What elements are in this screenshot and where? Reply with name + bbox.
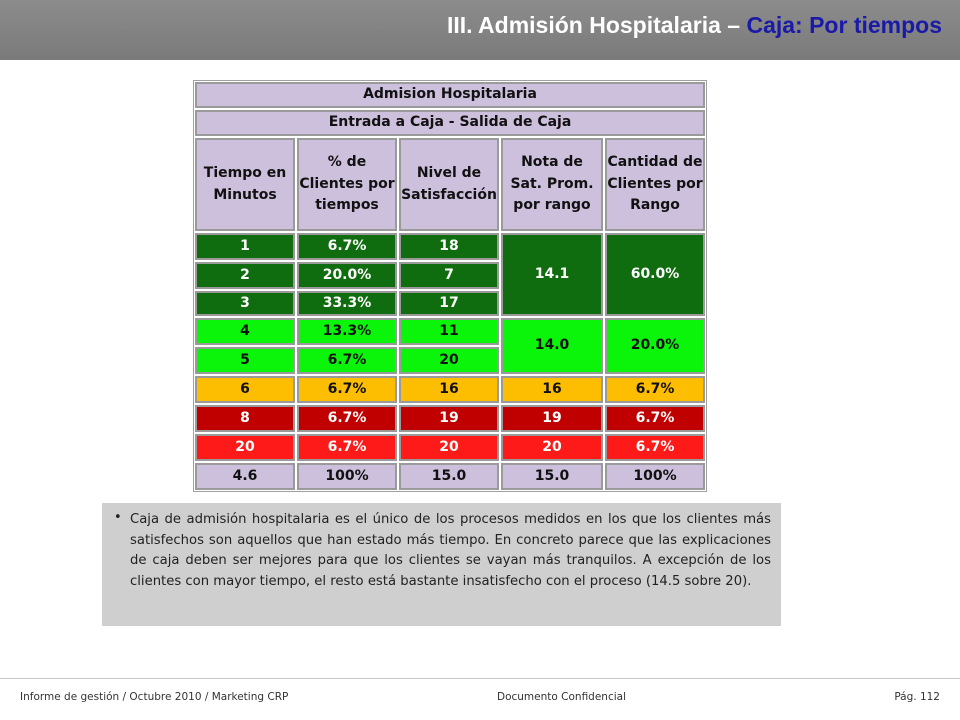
cell-nivel: 17 bbox=[399, 291, 499, 316]
cell-porcentaje: 20.0% bbox=[297, 262, 397, 289]
cell-nivel: 20 bbox=[399, 434, 499, 461]
cell-tiempo: 5 bbox=[195, 347, 295, 374]
column-header-cantidad: Cantidad de Clientes por Rango bbox=[605, 138, 705, 231]
cell-porcentaje: 6.7% bbox=[297, 347, 397, 374]
cell-porcentaje: 13.3% bbox=[297, 318, 397, 345]
cell-cantidad-grupo: 6.7% bbox=[605, 434, 705, 461]
cell-cantidad-grupo: 6.7% bbox=[605, 376, 705, 403]
commentary-text: Caja de admisión hospitalaria es el únic… bbox=[130, 512, 771, 589]
bullet-marker: • bbox=[114, 510, 122, 525]
footer-divider bbox=[0, 678, 960, 679]
total-tiempo: 4.6 bbox=[195, 463, 295, 490]
column-header-porcentaje: % de Clientes por tiempos bbox=[297, 138, 397, 231]
cell-porcentaje: 6.7% bbox=[297, 233, 397, 260]
cell-cantidad-grupo: 6.7% bbox=[605, 405, 705, 432]
page-title-accent: Caja: Por tiempos bbox=[746, 12, 942, 38]
cell-nivel: 16 bbox=[399, 376, 499, 403]
page-title-main: III. Admisión Hospitalaria – bbox=[446, 12, 747, 38]
cell-nivel: 18 bbox=[399, 233, 499, 260]
total-cantidad: 100% bbox=[605, 463, 705, 490]
cell-porcentaje: 33.3% bbox=[297, 291, 397, 316]
cell-nivel: 20 bbox=[399, 347, 499, 374]
cell-tiempo: 6 bbox=[195, 376, 295, 403]
column-header-nota: Nota de Sat. Prom. por rango bbox=[501, 138, 603, 231]
cell-tiempo: 20 bbox=[195, 434, 295, 461]
footer-confidential: Documento Confidencial bbox=[497, 691, 627, 703]
table-title: Admision Hospitalaria bbox=[195, 82, 705, 108]
cell-tiempo: 3 bbox=[195, 291, 295, 316]
cell-nota-grupo: 16 bbox=[501, 376, 603, 403]
table-subtitle: Entrada a Caja - Salida de Caja bbox=[195, 110, 705, 136]
cell-porcentaje: 6.7% bbox=[297, 434, 397, 461]
cell-tiempo: 8 bbox=[195, 405, 295, 432]
total-nivel: 15.0 bbox=[399, 463, 499, 490]
cell-nota-grupo: 14.1 bbox=[501, 233, 603, 316]
page-title: III. Admisión Hospitalaria – Caja: Por t… bbox=[447, 12, 942, 39]
total-porcentaje: 100% bbox=[297, 463, 397, 490]
cell-nota-grupo: 19 bbox=[501, 405, 603, 432]
cell-nota-grupo: 20 bbox=[501, 434, 603, 461]
satisfaction-table: Admision Hospitalaria Entrada a Caja - S… bbox=[193, 80, 707, 492]
cell-nota-grupo: 14.0 bbox=[501, 318, 603, 374]
commentary-box: • Caja de admisión hospitalaria es el ún… bbox=[102, 503, 781, 626]
cell-nivel: 19 bbox=[399, 405, 499, 432]
cell-tiempo: 4 bbox=[195, 318, 295, 345]
cell-porcentaje: 6.7% bbox=[297, 376, 397, 403]
column-header-tiempo: Tiempo en Minutos bbox=[195, 138, 295, 231]
total-nota: 15.0 bbox=[501, 463, 603, 490]
footer-report-info: Informe de gestión / Octubre 2010 / Mark… bbox=[20, 691, 289, 703]
footer-page-number: Pág. 112 bbox=[894, 691, 940, 703]
cell-nivel: 7 bbox=[399, 262, 499, 289]
cell-tiempo: 1 bbox=[195, 233, 295, 260]
cell-porcentaje: 6.7% bbox=[297, 405, 397, 432]
cell-nivel: 11 bbox=[399, 318, 499, 345]
cell-tiempo: 2 bbox=[195, 262, 295, 289]
cell-cantidad-grupo: 20.0% bbox=[605, 318, 705, 374]
cell-cantidad-grupo: 60.0% bbox=[605, 233, 705, 316]
column-header-nivel: Nivel de Satisfacción bbox=[399, 138, 499, 231]
title-bar: III. Admisión Hospitalaria – Caja: Por t… bbox=[0, 0, 960, 60]
